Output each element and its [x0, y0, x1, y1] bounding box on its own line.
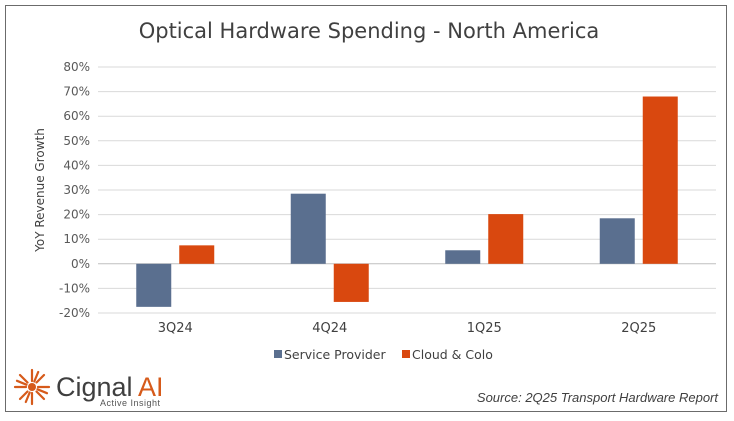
y-tick-label: 0% — [71, 257, 90, 271]
chart-title: Optical Hardware Spending - North Americ… — [139, 19, 600, 43]
legend-swatch — [274, 350, 282, 358]
legend-label: Service Provider — [284, 347, 386, 362]
logo-wordmark: Cignal — [56, 372, 133, 402]
y-tick-label: 20% — [63, 208, 90, 222]
bar-service-provider-2q25 — [599, 218, 635, 264]
x-axis-ticks: 3Q24 4Q24 1Q25 2Q25 — [158, 321, 657, 336]
x-tick-label: 1Q25 — [467, 321, 502, 336]
bar-service-provider-4q24 — [290, 193, 326, 264]
legend-swatch — [402, 350, 410, 358]
y-axis-ticks: -20% -10% 0% 10% 20% 30% 40% 50% 60% 70% 80% — [59, 60, 90, 320]
bar-service-provider-1q25 — [445, 250, 481, 264]
y-tick-label: 80% — [63, 60, 90, 74]
bar-cloud-colo-1q25 — [488, 214, 524, 264]
x-tick-label: 2Q25 — [621, 321, 656, 336]
y-tick-label: 50% — [63, 134, 90, 148]
x-tick-label: 4Q24 — [312, 321, 347, 336]
y-tick-label: 30% — [63, 183, 90, 197]
chart-frame — [5, 5, 727, 412]
cignal-sunburst-icon — [13, 368, 51, 406]
legend-label: Cloud & Colo — [412, 347, 493, 362]
bar-cloud-colo-3q24 — [179, 245, 215, 264]
y-tick-label: -20% — [59, 306, 90, 320]
y-tick-label: 70% — [63, 85, 90, 99]
source-note: Source: 2Q25 Transport Hardware Report — [477, 390, 719, 405]
gridlines — [98, 66, 716, 314]
x-tick-label: 3Q24 — [158, 321, 193, 336]
bar-service-provider-3q24 — [136, 263, 172, 307]
logo-ai: AI — [138, 372, 164, 402]
legend: Service Provider Cloud & Colo — [274, 347, 493, 362]
y-tick-label: 60% — [63, 109, 90, 123]
bar-cloud-colo-4q24 — [333, 263, 369, 302]
bars — [136, 96, 678, 307]
y-tick-label: 10% — [63, 232, 90, 246]
logo-tagline: Active Insight — [100, 398, 161, 408]
y-tick-label: 40% — [63, 158, 90, 172]
bar-cloud-colo-2q25 — [642, 96, 678, 264]
y-tick-label: -10% — [59, 281, 90, 295]
y-axis-label: YoY Revenue Growth — [33, 128, 47, 253]
